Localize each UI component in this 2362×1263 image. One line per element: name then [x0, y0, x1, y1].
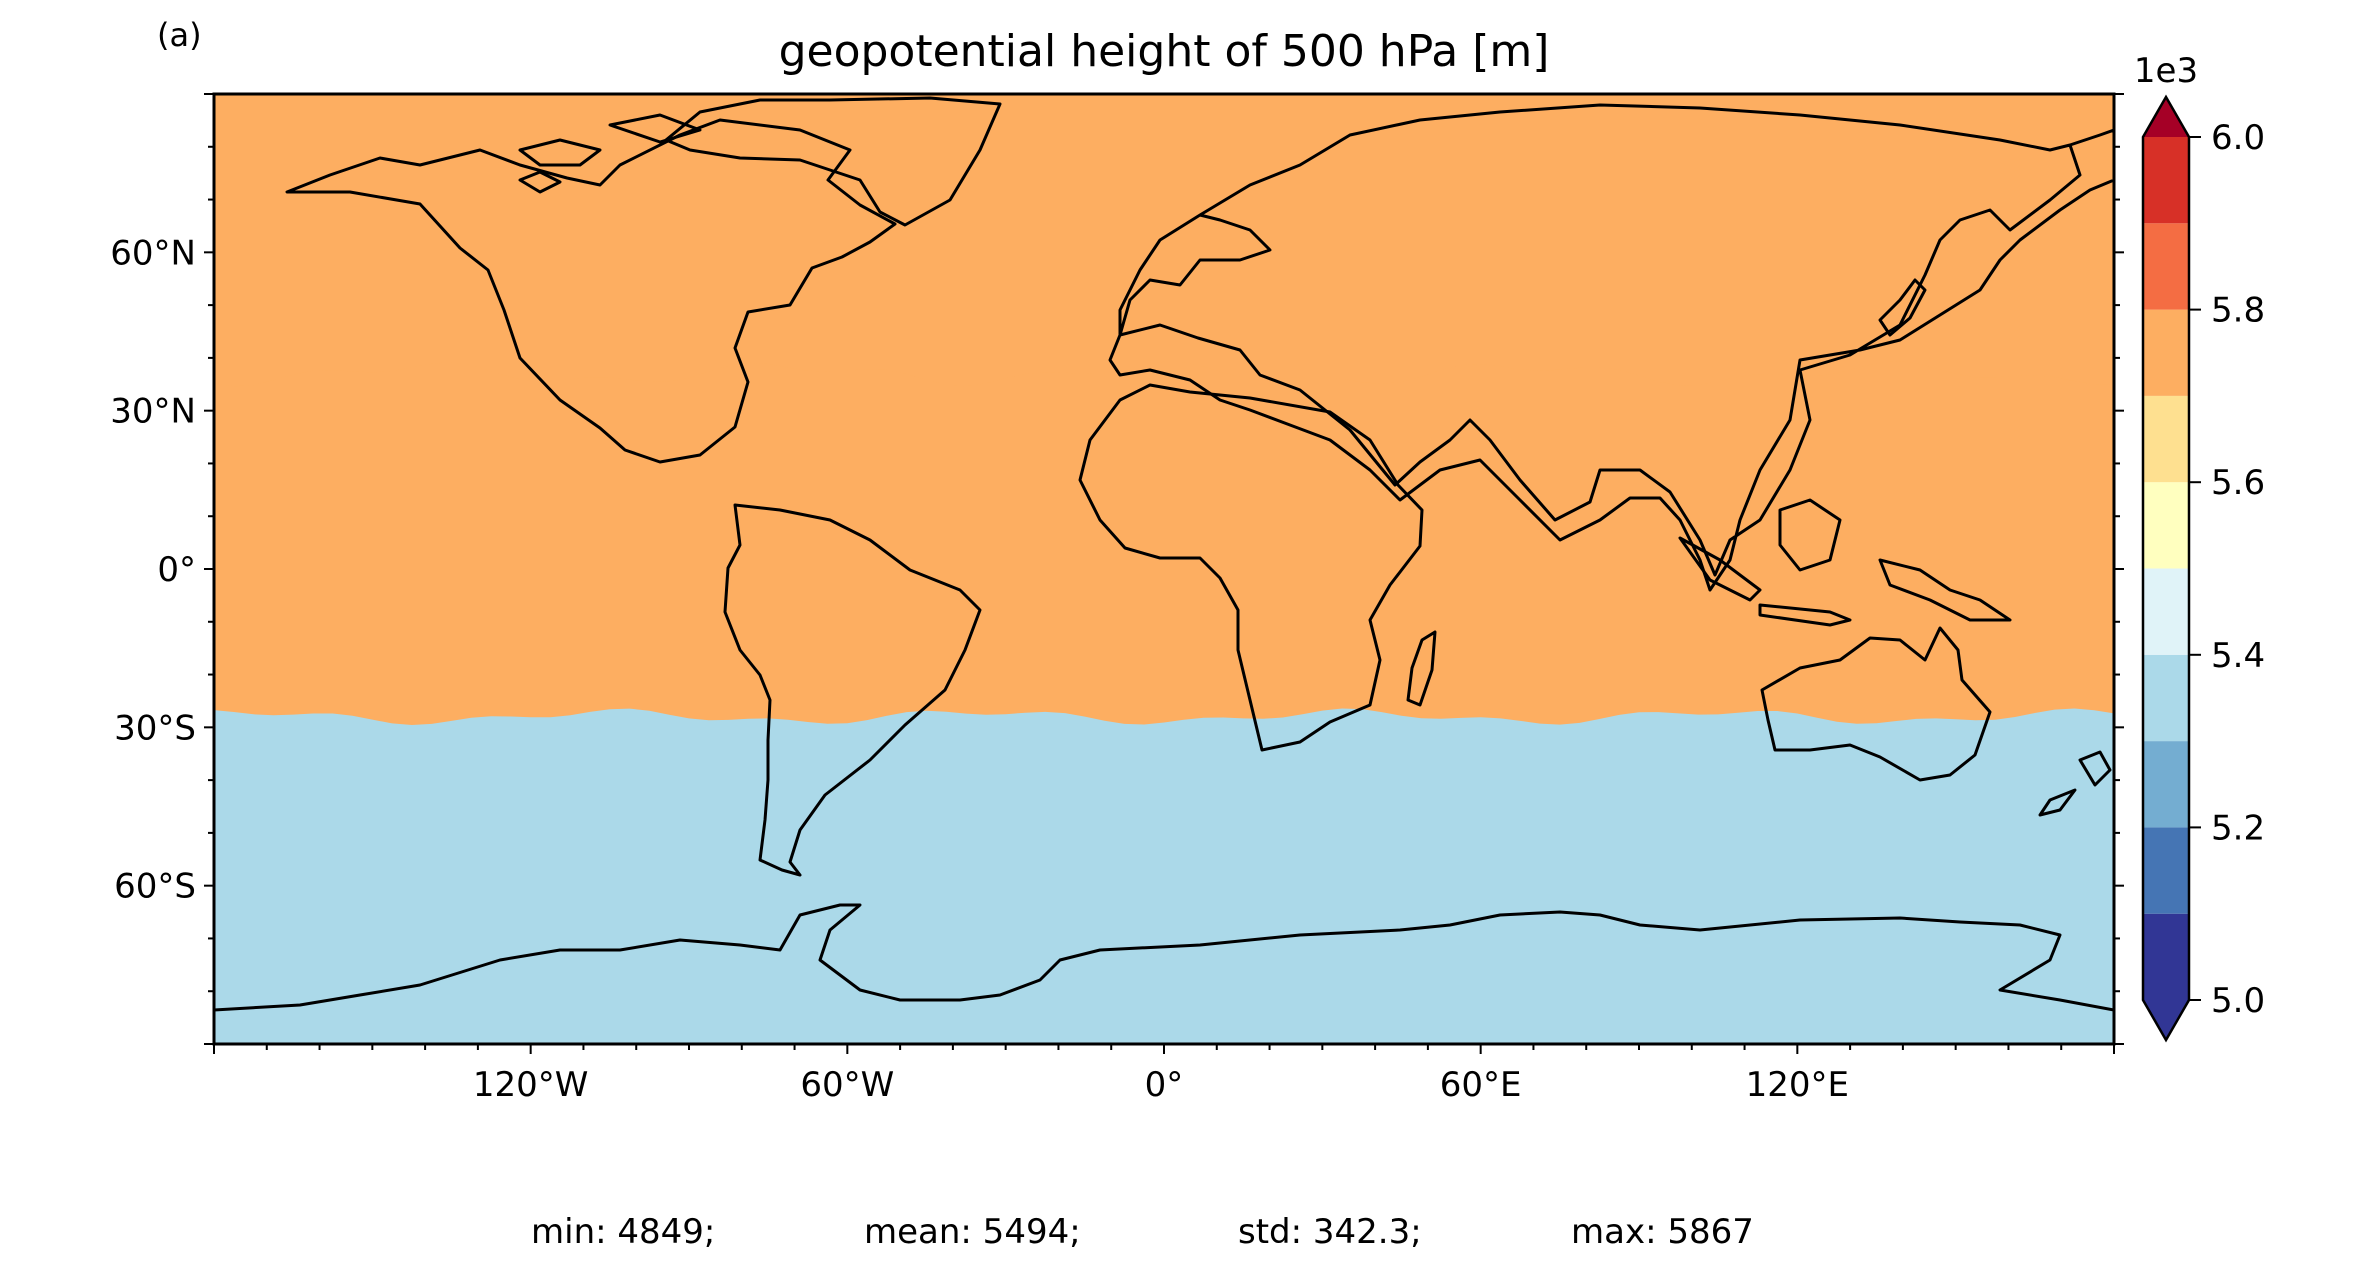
coast-japan [1878, 278, 1927, 337]
stats-line: min: 4849; mean: 5494; std: 342.3; max: … [531, 1212, 1754, 1252]
stat-std: std: 342.3; [1238, 1212, 1422, 1252]
map-title: geopotential height of 500 hPa [m] [779, 26, 1550, 77]
lon-axis: 120°W 60°W 0° 60°E 120°E [213, 1044, 2115, 1105]
colorbar-tick-label: 6.0 [2211, 118, 2265, 158]
lon-tick-label: 120°E [1746, 1065, 1849, 1105]
lon-tick-label: 60°E [1440, 1065, 1522, 1105]
colorbar-extend-max [2143, 97, 2189, 137]
coast-greenland [664, 96, 1002, 227]
lat-tick-label: 30°S [114, 708, 196, 748]
colorbar: 1e3 5.0 5.2 5.4 5.6 5.8 6.0 [2134, 51, 2265, 1043]
coast-africa [1078, 383, 1424, 752]
colorbar-ticks: 5.0 5.2 5.4 5.6 5.8 6.0 [2189, 118, 2265, 1021]
colorbar-segments [2141, 94, 2191, 1043]
lat-tick-label: 0° [157, 550, 196, 590]
colorbar-segment [2143, 137, 2189, 224]
coast-antarctica [214, 903, 2114, 1012]
lat-tick-label: 60°S [114, 867, 196, 907]
colorbar-tick-label: 5.0 [2211, 981, 2265, 1021]
colorbar-segment [2143, 913, 2189, 1000]
coast-australia [1760, 626, 1992, 782]
lat-axis: 60°N 30°N 0° 30°S 60°S [110, 93, 2124, 1045]
colorbar-segment [2143, 309, 2189, 396]
colorbar-segment [2143, 654, 2189, 742]
lat-tick-label: 60°N [110, 233, 196, 273]
colorbar-segment [2143, 223, 2189, 310]
coast-indonesia [1678, 498, 2012, 627]
coast-south-america [723, 503, 982, 877]
band-south-8 [214, 708, 2114, 1044]
colorbar-segment [2143, 568, 2189, 655]
coast-eurasia [1108, 103, 2114, 592]
colorbar-segment [2143, 741, 2189, 828]
coast-north-america [285, 118, 897, 464]
lon-tick-label: 0° [1145, 1065, 1184, 1105]
coast-arctic-islands [518, 113, 702, 194]
colorbar-tick-label: 5.4 [2211, 636, 2265, 676]
map-plot: 60°N 30°N 0° 30°S 60°S 120°W 60°W 0° 60°E 120°E [110, 92, 2124, 1105]
colorbar-tick-label: 5.2 [2211, 808, 2265, 848]
stat-max: max: 5867 [1571, 1212, 1754, 1252]
colorbar-tick-label: 5.8 [2211, 291, 2265, 331]
colorbar-tick-label: 5.6 [2211, 463, 2265, 503]
panel-label: (a) [157, 16, 202, 54]
lon-tick-label: 60°W [800, 1065, 894, 1105]
stat-mean: mean: 5494; [864, 1212, 1081, 1252]
coastlines [214, 96, 2114, 1012]
band-north-7 [214, 94, 2114, 387]
stat-min: min: 4849; [531, 1212, 715, 1252]
colorbar-segment [2143, 827, 2189, 914]
lat-tick-label: 30°N [110, 392, 196, 432]
coast-madagascar [1406, 630, 1437, 707]
colorbar-segment [2143, 482, 2189, 569]
colorbar-multiplier: 1e3 [2134, 51, 2198, 91]
lon-tick-label: 120°W [473, 1065, 589, 1105]
colorbar-extend-min [2143, 1000, 2189, 1040]
contour-fill [214, 94, 2114, 1044]
coast-new-zealand [2038, 750, 2112, 817]
colorbar-segment [2143, 395, 2189, 483]
